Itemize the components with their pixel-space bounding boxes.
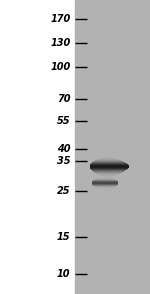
Text: 40: 40 xyxy=(57,144,70,154)
Text: 130: 130 xyxy=(50,38,70,48)
Text: 15: 15 xyxy=(57,233,70,243)
Bar xyxy=(75,0,150,294)
Text: 100: 100 xyxy=(50,62,70,72)
Text: 170: 170 xyxy=(50,14,70,24)
Text: 55: 55 xyxy=(57,116,70,126)
Text: 25: 25 xyxy=(57,186,70,196)
Text: 10: 10 xyxy=(57,269,70,279)
Text: 35: 35 xyxy=(57,156,70,166)
Text: 70: 70 xyxy=(57,94,70,104)
